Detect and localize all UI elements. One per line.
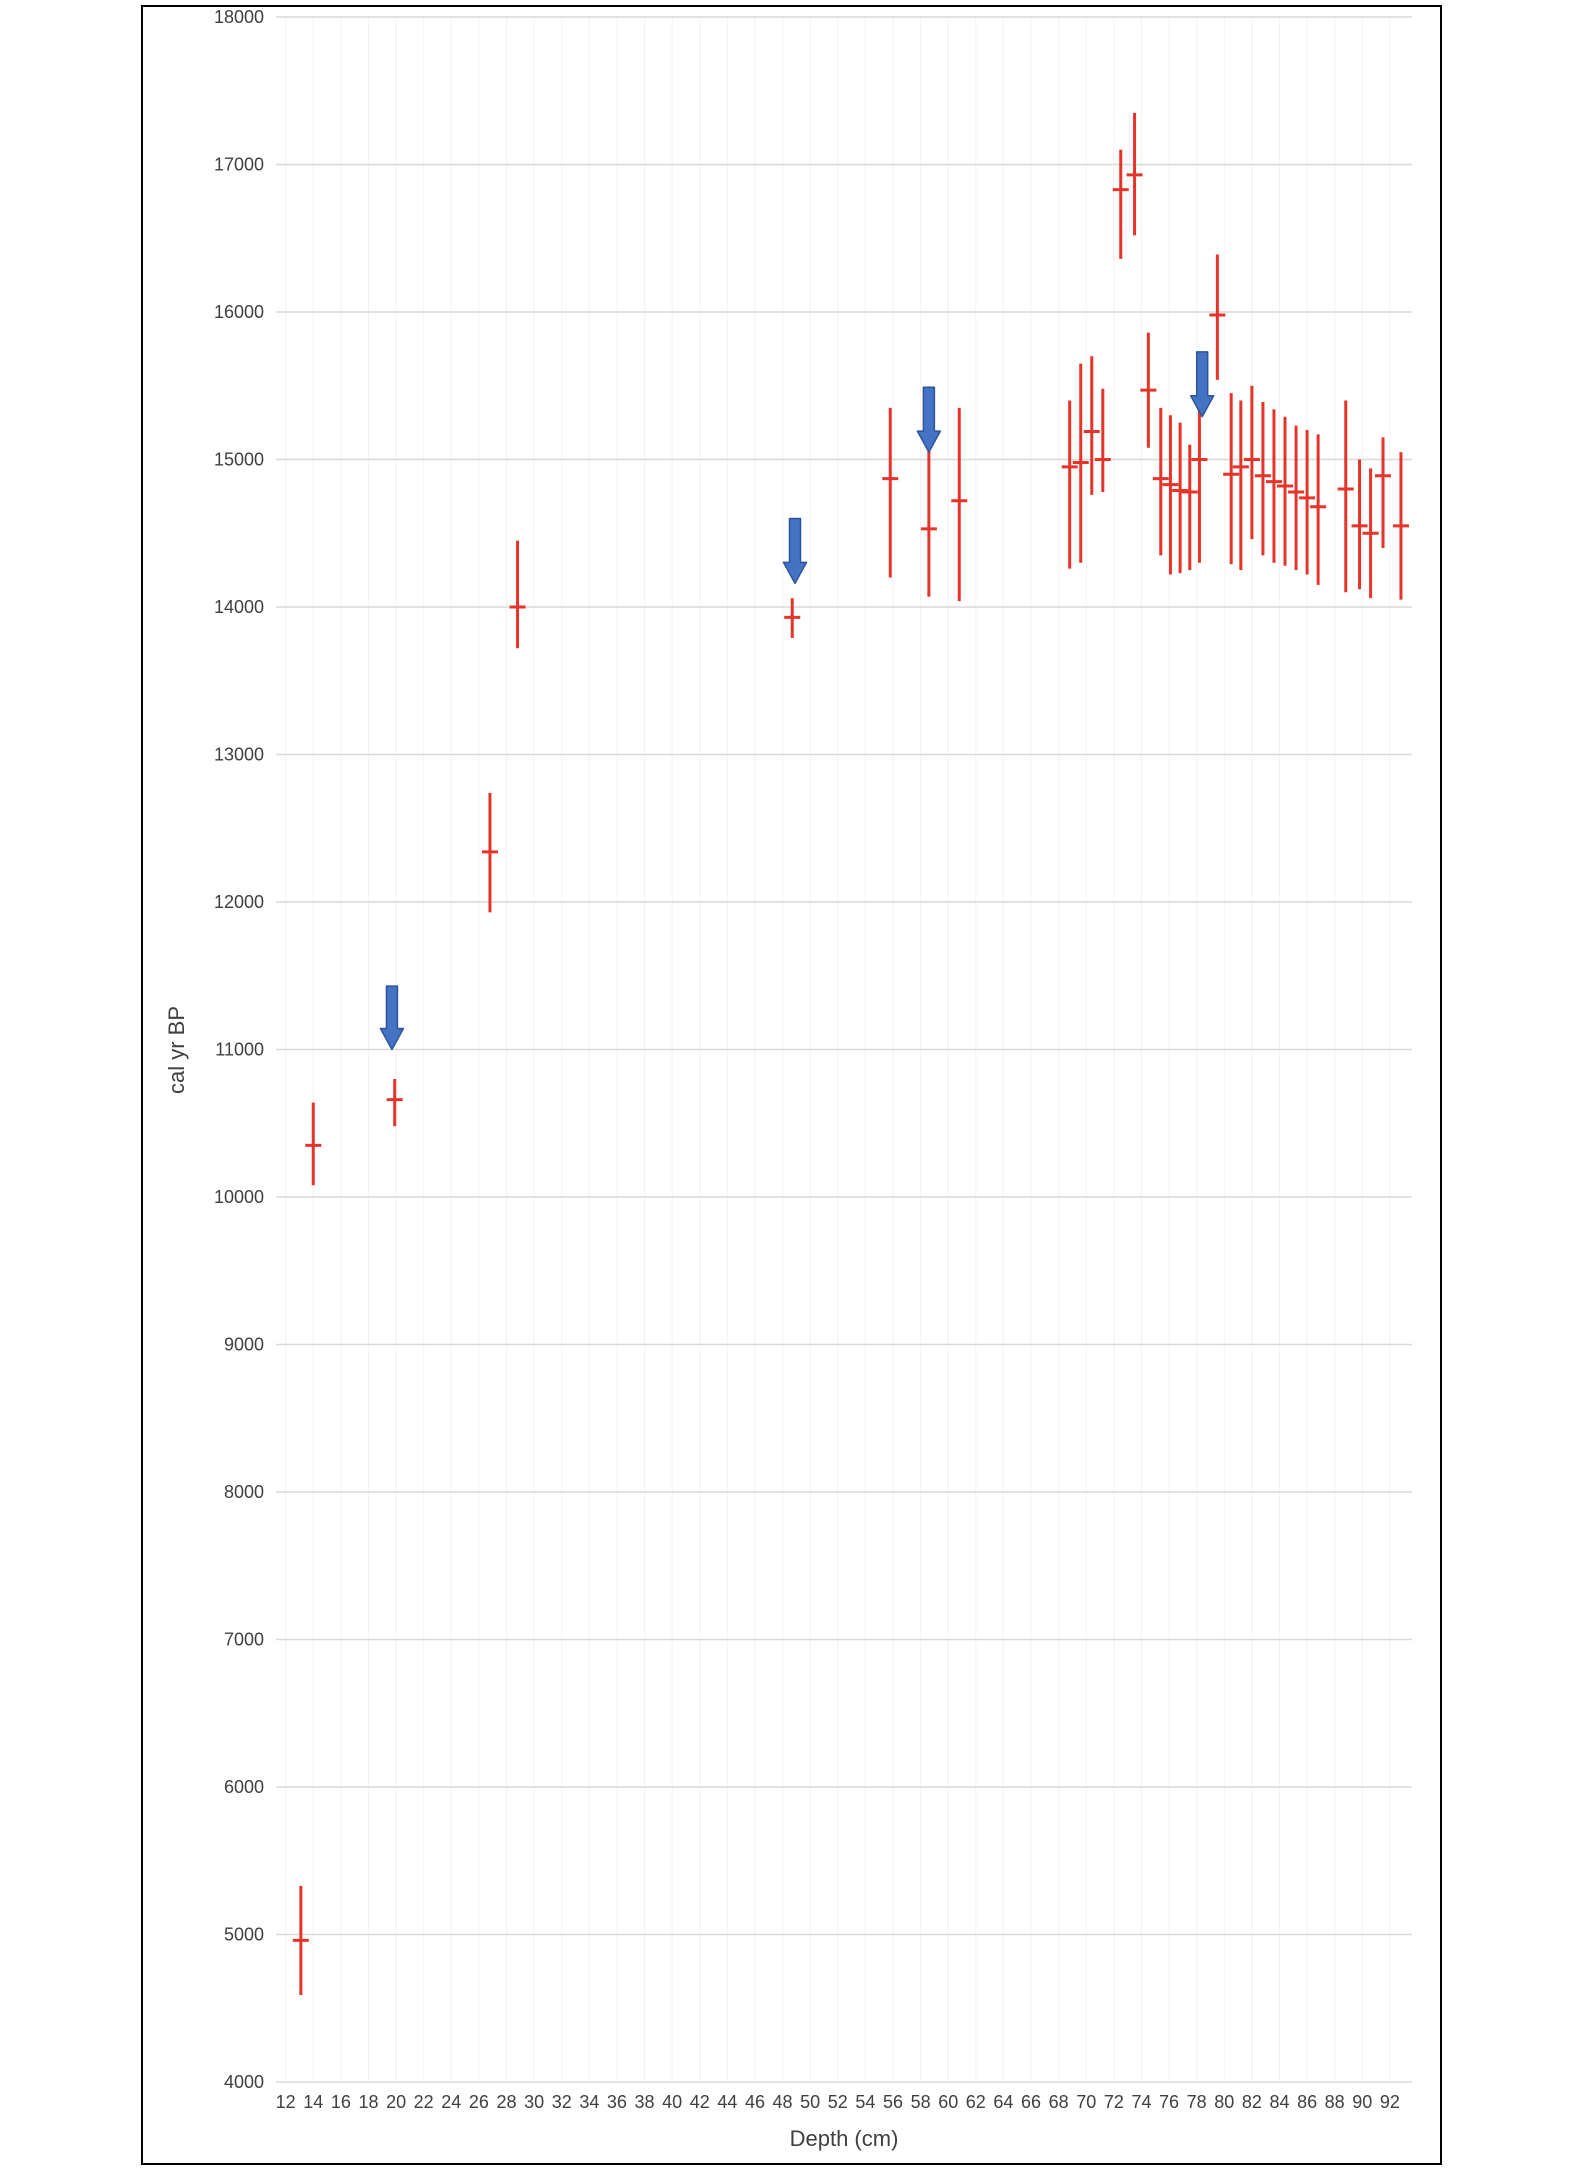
arrow-annotations [379, 351, 1215, 1051]
down-arrow-icon [1189, 351, 1215, 418]
x-tick-label: 76 [1159, 2092, 1179, 2112]
x-tick-label: 72 [1104, 2092, 1124, 2112]
y-tick-label: 4000 [224, 2072, 264, 2092]
x-tick-label: 66 [1021, 2092, 1041, 2112]
x-tick-label: 28 [496, 2092, 516, 2112]
y-tick-label: 8000 [224, 1482, 264, 1502]
x-axis-title: Depth (cm) [790, 2126, 899, 2151]
y-tick-label: 17000 [214, 155, 264, 175]
y-tick-label: 5000 [224, 1925, 264, 1945]
down-arrow-icon [379, 985, 405, 1051]
x-tick-label: 48 [773, 2092, 793, 2112]
x-tick-label: 86 [1297, 2092, 1317, 2112]
x-tick-label: 34 [579, 2092, 599, 2112]
x-tick-label: 68 [1049, 2092, 1069, 2112]
x-tick-label: 18 [358, 2092, 378, 2112]
x-tick-label: 36 [607, 2092, 627, 2112]
y-axis-title: cal yr BP [164, 1006, 189, 1094]
y-tick-labels: 4000 5000 6000 7000 8000 9000 10000 11000 12000 1… [214, 7, 264, 2092]
y-tick-label: 11000 [215, 1040, 264, 1060]
x-tick-label: 80 [1214, 2092, 1234, 2112]
x-tick-label: 82 [1242, 2092, 1262, 2112]
x-tick-label: 84 [1269, 2092, 1289, 2112]
x-tick-label: 50 [800, 2092, 820, 2112]
error-bars [292, 112, 1409, 1995]
y-tick-label: 12000 [214, 892, 264, 912]
y-tick-label: 10000 [214, 1187, 264, 1207]
x-tick-label: 26 [469, 2092, 489, 2112]
major-gridlines [276, 16, 1412, 2083]
x-tick-label: 92 [1380, 2092, 1400, 2112]
x-tick-label: 46 [745, 2092, 765, 2112]
x-tick-label: 60 [938, 2092, 958, 2112]
down-arrow-icon [782, 517, 808, 585]
y-tick-label: 9000 [224, 1335, 264, 1355]
x-tick-label: 70 [1076, 2092, 1096, 2112]
x-tick-label: 32 [552, 2092, 572, 2112]
figure-frame [141, 5, 1442, 2165]
x-tick-label: 78 [1187, 2092, 1207, 2112]
y-tick-label: 7000 [224, 1630, 264, 1650]
x-tick-label: 30 [524, 2092, 544, 2112]
x-tick-label: 24 [441, 2092, 461, 2112]
x-tick-label: 12 [276, 2092, 296, 2112]
y-tick-label: 6000 [224, 1777, 264, 1797]
x-tick-label: 40 [662, 2092, 682, 2112]
x-tick-label: 58 [911, 2092, 931, 2112]
down-arrow-icon [916, 386, 942, 453]
x-tick-label: 20 [386, 2092, 406, 2112]
y-tick-label: 14000 [214, 597, 264, 617]
x-tick-label: 44 [717, 2092, 737, 2112]
x-tick-label: 62 [966, 2092, 986, 2112]
x-tick-label: 22 [414, 2092, 434, 2112]
x-tick-label: 42 [690, 2092, 710, 2112]
x-tick-label: 14 [303, 2092, 323, 2112]
x-tick-label: 52 [828, 2092, 848, 2112]
x-tick-labels: 12 14 16 18 20 22 24 26 28 30 32 34 36 38 40 42 44 46 48 50… [276, 2092, 1400, 2112]
x-tick-label: 56 [883, 2092, 903, 2112]
y-tick-label: 16000 [214, 302, 264, 322]
y-tick-label: 18000 [214, 7, 264, 27]
x-tick-label: 90 [1352, 2092, 1372, 2112]
y-tick-label: 13000 [214, 745, 264, 765]
x-tick-label: 64 [993, 2092, 1013, 2112]
x-tick-label: 16 [331, 2092, 351, 2112]
x-tick-label: 88 [1325, 2092, 1345, 2112]
y-tick-label: 15000 [214, 450, 264, 470]
x-tick-label: 74 [1131, 2092, 1151, 2112]
x-tick-label: 54 [855, 2092, 875, 2112]
x-tick-label: 38 [635, 2092, 655, 2112]
